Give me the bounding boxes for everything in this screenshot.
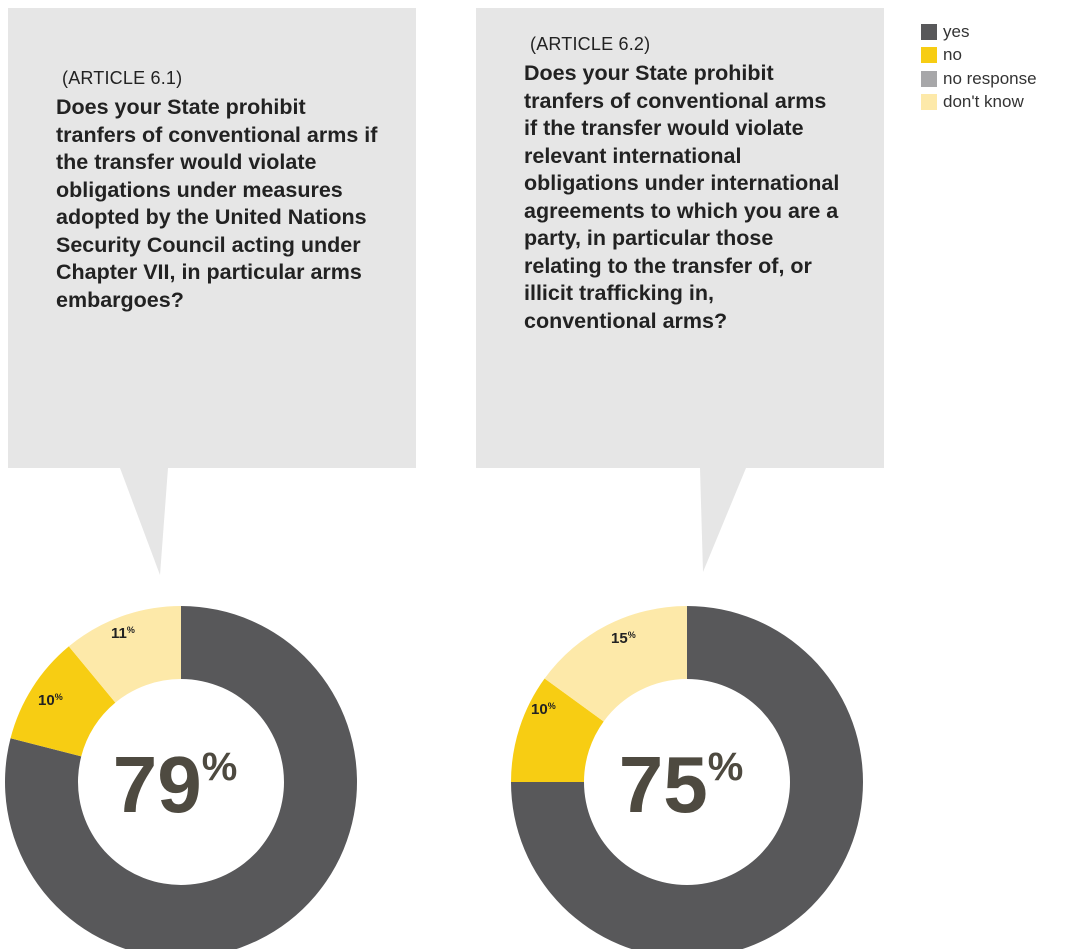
chart-legend: yes no no response don't know	[921, 20, 1037, 114]
legend-label-no: no	[943, 45, 962, 65]
legend-swatch-yes	[921, 23, 937, 40]
legend-swatch-no	[921, 47, 937, 64]
question-bubble-6-2	[476, 8, 884, 468]
question-text-6-2: Does your State prohibit tranfers of con…	[524, 61, 840, 333]
legend-swatch-no-response	[921, 70, 937, 87]
donut-1-slice-no	[10, 646, 116, 757]
donut-2-center-value: 75%	[619, 740, 744, 829]
article-label-6-1: (ARTICLE 6.1)	[62, 68, 183, 88]
legend-swatch-dont-know	[921, 94, 937, 111]
donut-1-slice-yes	[5, 606, 357, 949]
legend-label-yes: yes	[943, 21, 970, 41]
question-bubble-6-1	[8, 8, 416, 468]
donut-1-center-value: 79%	[113, 740, 238, 829]
question-text-6-1: Does your State prohibit tranfers of con…	[56, 95, 378, 312]
bubble-tail-6-1	[120, 468, 168, 575]
donut-2-slice-no	[511, 678, 604, 782]
article-label-6-2: (ARTICLE 6.2)	[530, 34, 651, 54]
donut-1-slice-don-t-know	[68, 606, 181, 703]
donut-2-slice-yes	[511, 606, 863, 949]
legend-label-no-response: no response	[943, 68, 1037, 88]
legend-item-no-response: no response	[921, 67, 1037, 91]
legend-item-no: no	[921, 44, 1037, 68]
donut-2-slice-don-t-know	[544, 606, 687, 722]
legend-label-dont-know: don't know	[943, 92, 1024, 112]
bubble-tail-6-2	[700, 468, 746, 572]
legend-item-dont-know: don't know	[921, 91, 1037, 115]
legend-item-yes: yes	[921, 20, 1037, 44]
